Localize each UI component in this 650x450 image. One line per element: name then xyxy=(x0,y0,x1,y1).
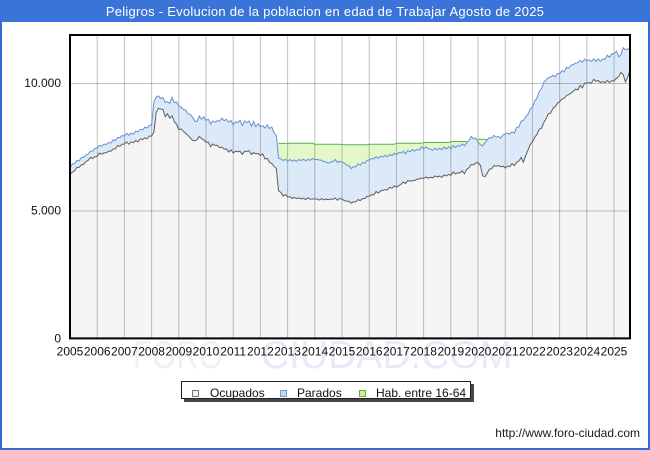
svg-text:2022: 2022 xyxy=(519,345,546,359)
svg-text:2021: 2021 xyxy=(492,345,519,359)
svg-text:2007: 2007 xyxy=(111,345,138,359)
svg-text:2016: 2016 xyxy=(356,345,383,359)
svg-text:2009: 2009 xyxy=(165,345,192,359)
svg-text:2008: 2008 xyxy=(138,345,165,359)
svg-text:2015: 2015 xyxy=(329,345,356,359)
svg-text:2013: 2013 xyxy=(274,345,301,359)
svg-text:2020: 2020 xyxy=(465,345,492,359)
svg-text:2005: 2005 xyxy=(57,345,84,359)
svg-text:0: 0 xyxy=(54,331,61,345)
svg-text:2017: 2017 xyxy=(383,345,410,359)
svg-text:5.000: 5.000 xyxy=(31,203,61,217)
svg-text:10.000: 10.000 xyxy=(24,76,61,90)
svg-text:2024: 2024 xyxy=(573,345,600,359)
svg-text:2014: 2014 xyxy=(301,345,328,359)
svg-text:2025: 2025 xyxy=(601,345,628,359)
svg-text:2006: 2006 xyxy=(84,345,111,359)
svg-text:2010: 2010 xyxy=(193,345,220,359)
svg-text:2018: 2018 xyxy=(410,345,437,359)
svg-text:2023: 2023 xyxy=(546,345,573,359)
svg-text:2012: 2012 xyxy=(247,345,274,359)
svg-text:2011: 2011 xyxy=(220,345,246,359)
svg-text:2019: 2019 xyxy=(437,345,464,359)
